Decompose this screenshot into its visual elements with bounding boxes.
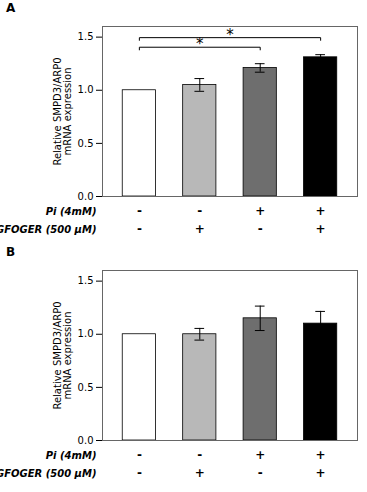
svg-text:+: + [316, 222, 326, 236]
html-text:A: A [6, 1, 16, 15]
svg-text:+: + [316, 448, 326, 462]
svg-text:+: + [316, 466, 326, 480]
svg-text:+: + [255, 204, 265, 218]
svg-text:0.5: 0.5 [78, 138, 94, 149]
html-text:B: B [6, 245, 16, 259]
svg-text:1.0: 1.0 [78, 328, 94, 339]
svg-text:-: - [137, 222, 142, 236]
svg-text:Pi (4mM): Pi (4mM) [46, 450, 97, 461]
svg-text:-: - [197, 204, 202, 218]
svg-text:0.5: 0.5 [78, 382, 94, 393]
svg-text:-: - [137, 466, 142, 480]
svg-text:0.0: 0.0 [78, 191, 94, 202]
svg-text:+: + [195, 466, 205, 480]
svg-text:Relative SMPD3/ARP0mRNA expres: Relative SMPD3/ARP0mRNA expression [52, 301, 73, 409]
svg-text:*: * [226, 26, 234, 44]
svg-text:+: + [255, 448, 265, 462]
svg-text:-: - [258, 222, 263, 236]
svg-text:Relative SMPD3/ARP0mRNA expres: Relative SMPD3/ARP0mRNA expression [52, 57, 73, 165]
svg-text:1.5: 1.5 [78, 31, 94, 42]
svg-text:-: - [137, 448, 142, 462]
svg-text:0.0: 0.0 [78, 435, 94, 446]
svg-text:-: - [258, 466, 263, 480]
svg-text:1.5: 1.5 [78, 275, 94, 286]
svg-text:-: - [137, 204, 142, 218]
svg-text:+: + [316, 204, 326, 218]
svg-text:-: - [197, 448, 202, 462]
svg-text:+: + [195, 222, 205, 236]
svg-text:1.0: 1.0 [78, 84, 94, 95]
svg-text:GFOGER (500 μM): GFOGER (500 μM) [0, 468, 97, 479]
svg-text:Pi (4mM): Pi (4mM) [46, 206, 97, 217]
svg-text:GFOGER (500 μM): GFOGER (500 μM) [0, 224, 97, 235]
